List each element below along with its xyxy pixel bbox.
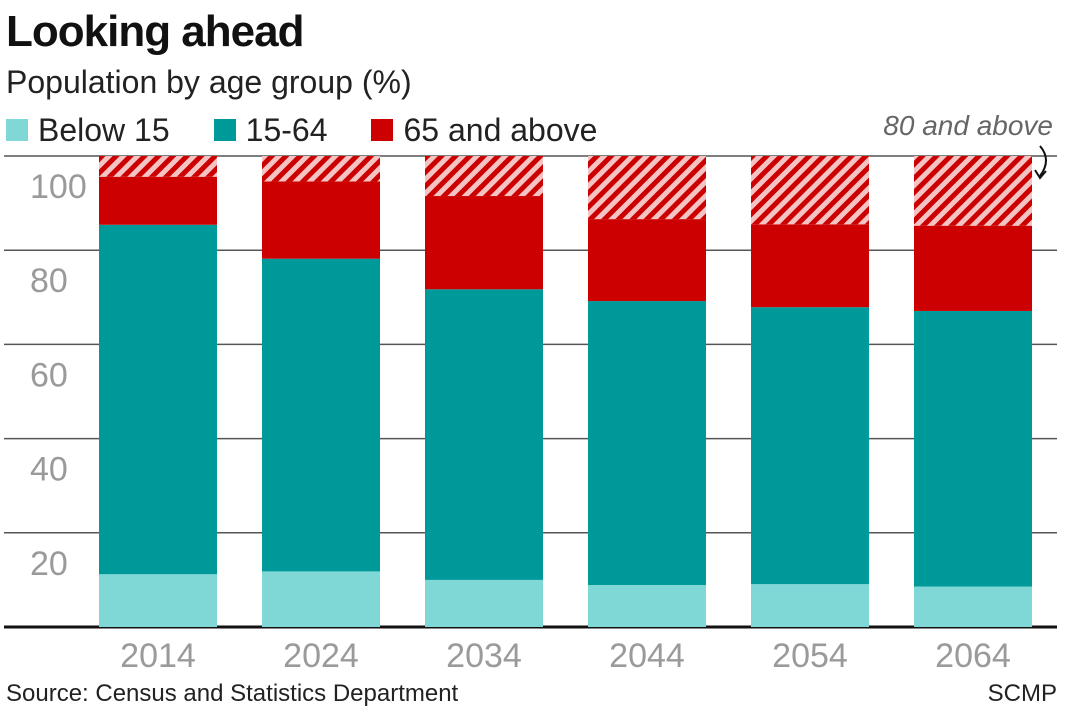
legend-swatch-15-64 [213,119,236,141]
source-note: Source: Census and Statistics Department [6,680,459,707]
bar-2014-80-and-above [99,156,217,177]
bar-2064-65-and-above [914,225,1032,311]
legend-label-15-64: 15-64 [245,111,328,148]
credit: SCMP [987,680,1057,707]
legend-label-65-above: 65 and above [403,111,598,148]
bar-2044-80-and-above [588,156,706,220]
bar-2014-below-15 [99,574,217,627]
x-tick-label-2064: 2064 [935,637,1011,675]
bar-2034-65-and-above [425,196,543,290]
bar-2044-65-and-above [588,219,706,302]
legend-item-65-above: 65 and above [371,112,597,149]
y-tick-label-40: 40 [30,451,68,489]
bar-2064-below-15 [914,586,1032,627]
y-tick-label-80: 80 [30,262,68,300]
bar-2064-80-and-above [914,156,1032,226]
annotation-80-above: 80 and above [883,110,1053,141]
bar-2034-80-and-above [425,156,543,197]
bar-2054-80-and-above [751,156,869,225]
bar-2024-15-64 [262,258,380,572]
bar-2054-below-15 [751,584,869,627]
bar-2044-15-64 [588,301,706,586]
y-tick-label-60: 60 [30,356,68,394]
legend-swatch-65-above [371,119,394,141]
y-tick-label-20: 20 [30,545,68,583]
legend: Below 15 15-64 65 and above [6,110,641,150]
bar-2054-15-64 [751,307,869,585]
bar-2024-65-and-above [262,181,380,259]
chart-subtitle: Population by age group (%) [6,64,412,100]
annotation-arrow [1039,145,1047,177]
legend-item-15-64: 15-64 [213,111,328,149]
x-tick-label-2054: 2054 [772,637,848,675]
x-tick-label-2034: 2034 [446,637,522,675]
legend-label-below-15: Below 15 [38,111,170,148]
bar-2024-below-15 [262,571,380,627]
bar-2014-65-and-above [99,176,217,225]
legend-swatch-below-15 [6,119,28,141]
bar-2064-15-64 [914,310,1032,587]
chart-title: Looking ahead [6,7,304,56]
x-tick-label-2024: 2024 [283,637,359,675]
y-tick-label-100: 100 [30,168,87,206]
bar-2034-below-15 [425,579,543,627]
x-tick-label-2014: 2014 [120,637,196,675]
annotation-arrowhead [1034,169,1047,180]
bar-2044-below-15 [588,585,706,627]
x-tick-label-2044: 2044 [609,637,685,675]
legend-item-below-15: Below 15 [6,112,170,149]
bar-2024-80-and-above [262,156,380,182]
bar-2034-15-64 [425,289,543,580]
bar-2054-65-and-above [751,224,869,308]
bar-2014-15-64 [99,224,217,575]
